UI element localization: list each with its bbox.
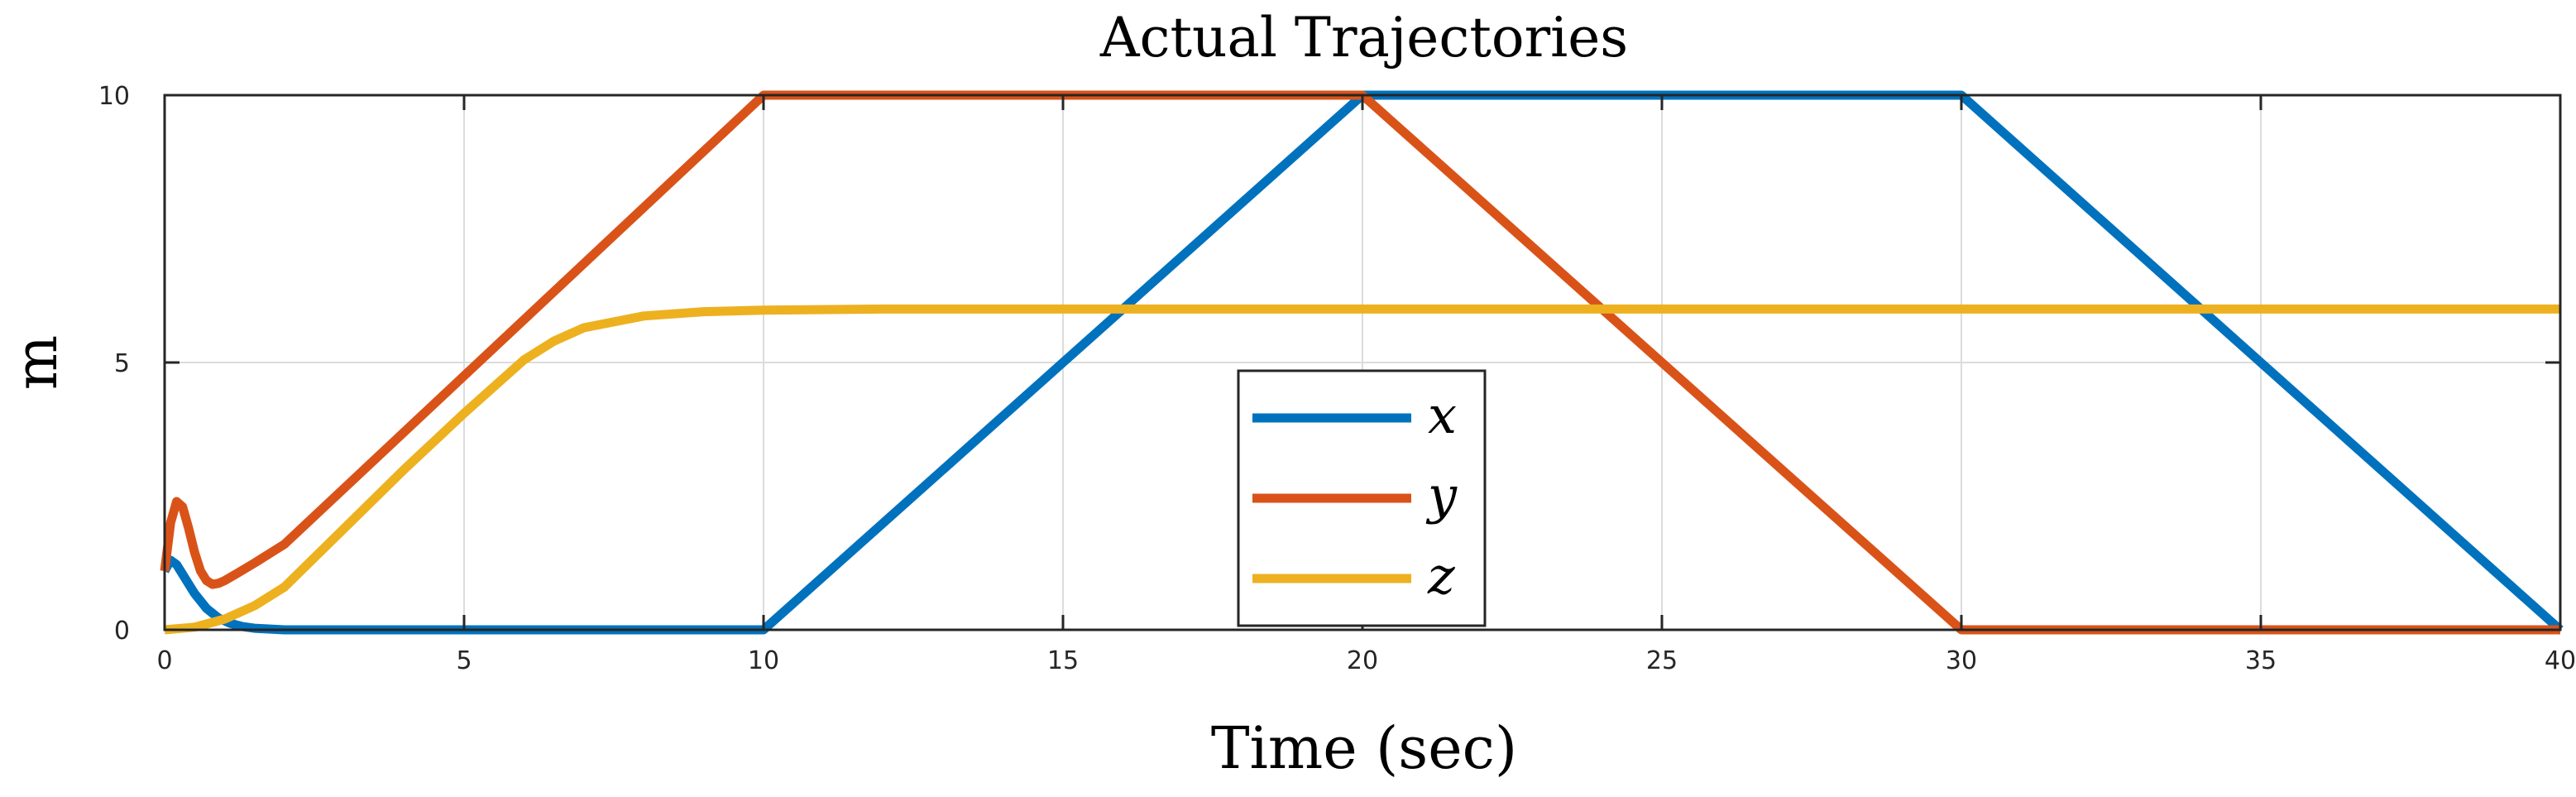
y-tick-label: 0 — [114, 617, 130, 646]
chart-title: Actual Trajectories — [1099, 6, 1628, 70]
ticks: 0 5 10 15 20 25 30 35 40 0 5 10 — [98, 82, 2576, 675]
series-line-z — [164, 304, 2560, 635]
x-tick-label: 10 — [748, 646, 779, 675]
y-axis-label: m — [2, 335, 70, 390]
legend: xyz — [1237, 369, 1487, 627]
legend-label-y: y — [1425, 465, 1458, 526]
x-axis-label: Time (sec) — [1211, 714, 1517, 782]
legend-label-z: z — [1427, 545, 1455, 606]
x-tick-label: 5 — [456, 646, 472, 675]
x-tick-label: 35 — [2245, 646, 2277, 675]
y-tick-label: 5 — [114, 349, 130, 378]
x-tick-label: 40 — [2545, 646, 2576, 675]
x-tick-label: 25 — [1646, 646, 1678, 675]
series-line-x — [160, 90, 2564, 635]
x-tick-label: 20 — [1347, 646, 1378, 675]
x-tick-label: 0 — [156, 646, 172, 675]
legend-label-x: x — [1428, 385, 1457, 445]
y-tick-label: 10 — [98, 82, 130, 111]
x-tick-label: 15 — [1047, 646, 1079, 675]
x-tick-label: 30 — [1946, 646, 1977, 675]
